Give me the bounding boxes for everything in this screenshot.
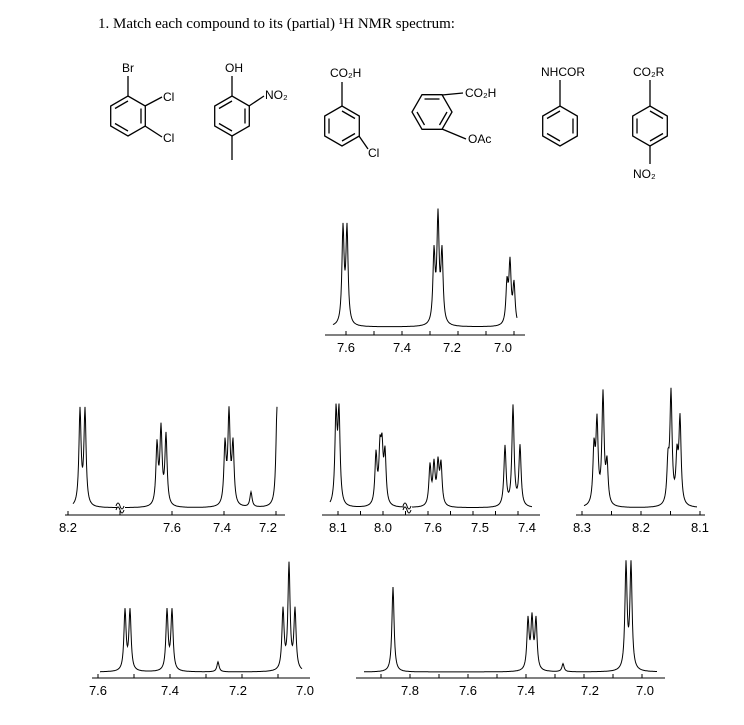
double-bond xyxy=(416,111,426,126)
tick-label: 8.2 xyxy=(59,520,77,535)
tick-label: 7.0 xyxy=(494,340,512,355)
spectrum-trace xyxy=(72,406,278,508)
tick-label: 8.0 xyxy=(374,520,392,535)
substituent: OH xyxy=(225,61,243,75)
tick-label: 7.4 xyxy=(393,340,411,355)
question: 1. Match each compound to its (partial) … xyxy=(98,16,455,32)
tick-label: 7.4 xyxy=(213,520,231,535)
tick-label: 8.1 xyxy=(691,520,709,535)
substituent: OAc xyxy=(468,132,491,146)
bond xyxy=(144,125,163,138)
tick-label: 7.0 xyxy=(636,683,654,698)
tick-label: 8.1 xyxy=(329,520,347,535)
tick-label: 7.4 xyxy=(517,683,535,698)
bond xyxy=(144,96,163,107)
tick-label: 7.4 xyxy=(161,683,179,698)
bond xyxy=(441,92,464,96)
substituent: CO₂H xyxy=(465,86,496,100)
benzene-ring xyxy=(411,94,453,130)
tick-label: 7.2 xyxy=(443,340,461,355)
double-bond xyxy=(438,111,448,126)
tick-label: 7.6 xyxy=(89,683,107,698)
tick-label: 7.0 xyxy=(296,683,314,698)
benzene-ring xyxy=(324,105,360,147)
substituent: NO₂ xyxy=(633,167,656,181)
spectrum-trace xyxy=(332,208,518,328)
tick-label: 7.2 xyxy=(581,683,599,698)
bond xyxy=(358,135,369,150)
substituent: Cl xyxy=(368,146,379,160)
double-bond xyxy=(341,110,356,120)
double-bond xyxy=(546,132,561,142)
double-bond xyxy=(114,100,129,110)
substituent: CO₂R xyxy=(633,65,665,79)
tick-label: 7.5 xyxy=(471,520,489,535)
tick-label: 7.2 xyxy=(259,520,277,535)
tick-label: 8.3 xyxy=(573,520,591,535)
double-bond xyxy=(218,122,233,132)
substituent: Cl xyxy=(163,131,174,145)
benzene-ring xyxy=(632,105,668,147)
tick-label: 7.6 xyxy=(424,520,442,535)
double-bond xyxy=(546,110,561,120)
bond xyxy=(248,95,265,107)
tick-label: 7.6 xyxy=(459,683,477,698)
double-bond xyxy=(218,100,233,110)
spectrum-trace xyxy=(329,403,532,508)
tick-label: 7.8 xyxy=(401,683,419,698)
benzene-ring xyxy=(110,95,146,137)
substituent: Cl xyxy=(163,90,174,104)
double-bond xyxy=(649,110,664,120)
substituent: Br xyxy=(122,61,134,75)
double-bond xyxy=(341,132,356,142)
axis-break xyxy=(402,502,412,514)
tick-label: 7.6 xyxy=(163,520,181,535)
tick-label: 7.2 xyxy=(229,683,247,698)
benzene-ring xyxy=(542,105,578,147)
tick-label: 8.2 xyxy=(632,520,650,535)
axis-break xyxy=(115,502,125,514)
tick-label: 7.6 xyxy=(337,340,355,355)
substituent: CO₂H xyxy=(330,66,361,80)
double-bond xyxy=(114,122,129,132)
compounds: Br Cl Cl OH NO₂ CO₂H Cl CO₂H OAc NHCOR C… xyxy=(110,61,668,181)
spectrum-trace xyxy=(100,561,303,673)
double-bond xyxy=(649,132,664,142)
substituent: NHCOR xyxy=(541,65,585,79)
bond xyxy=(441,128,467,140)
tick-label: 7.4 xyxy=(518,520,536,535)
benzene-ring xyxy=(214,95,250,137)
spectrum-trace xyxy=(364,560,657,673)
substituent: NO₂ xyxy=(265,88,288,102)
spectra: 7.6 7.4 7.2 7.0 8.2 7.6 7.4 7.2 8.1 8.0 7.6 7.5 7.4 8… xyxy=(59,208,709,698)
spectrum-trace xyxy=(583,387,697,508)
